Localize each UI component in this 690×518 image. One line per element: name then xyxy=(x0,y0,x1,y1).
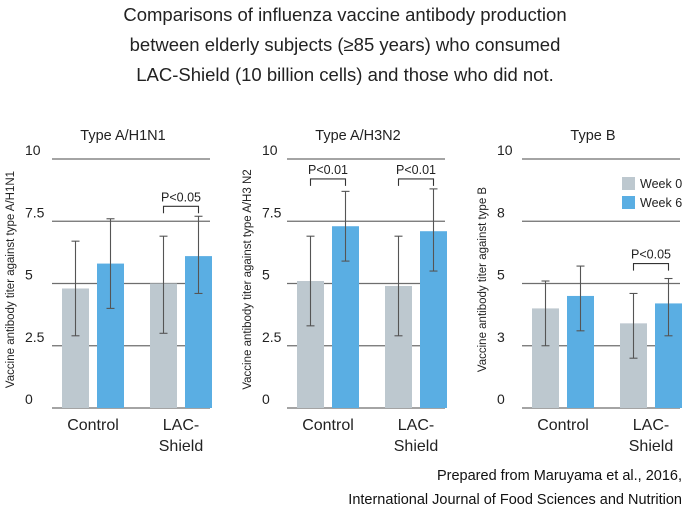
legend-label: Week 6 xyxy=(640,196,682,210)
page-title: Comparisons of influenza vaccine antibod… xyxy=(0,0,690,90)
significance-bracket xyxy=(397,178,435,186)
y-axis-label: Vaccine antibody titer against type A/H3… xyxy=(242,169,254,389)
y-tick-label: 7.5 xyxy=(262,204,282,220)
y-tick-label: 0 xyxy=(25,391,33,407)
chart-panel: Type B Vaccine antibody titer against typ… xyxy=(477,128,682,455)
y-tick-label: 7.5 xyxy=(25,204,45,220)
y-tick-label: 2.5 xyxy=(25,329,45,345)
y-tick-label: 2.5 xyxy=(262,329,282,345)
y-tick-label: 10 xyxy=(497,142,513,158)
title-line: LAC-Shield (10 billion cells) and those … xyxy=(136,64,554,85)
x-tick-label: Shield xyxy=(394,438,438,455)
y-tick-label: 3 xyxy=(497,329,505,345)
legend-swatch xyxy=(622,196,635,209)
legend-swatch xyxy=(622,177,635,190)
title-line: Comparisons of influenza vaccine antibod… xyxy=(123,4,567,25)
y-axis-label: Vaccine antibody titer against type B xyxy=(477,187,489,373)
x-tick-label: LAC- xyxy=(633,417,669,434)
chart-title: Type A/H1N1 xyxy=(80,128,165,144)
significance-label: P<0.05 xyxy=(631,248,671,262)
y-tick-label: 0 xyxy=(262,391,270,407)
chart-title: Type B xyxy=(570,128,615,144)
significance-label: P<0.05 xyxy=(161,190,201,204)
x-tick-label: Shield xyxy=(159,438,203,455)
y-tick-label: 0 xyxy=(497,391,505,407)
significance-label: P<0.01 xyxy=(396,163,436,177)
significance-bracket xyxy=(309,178,347,186)
significance-bracket xyxy=(162,205,200,214)
y-axis-label: Vaccine antibody titer against type A/H1… xyxy=(5,171,17,388)
significance-label: P<0.01 xyxy=(308,163,348,177)
chart-panel: Type A/H1N1 Vaccine antibody titer agains… xyxy=(5,128,212,455)
y-tick-label: 5 xyxy=(497,267,505,283)
x-tick-label: Shield xyxy=(629,438,673,455)
x-tick-label: LAC- xyxy=(398,417,434,434)
source-line: International Journal of Food Sciences a… xyxy=(348,492,682,508)
source-line: Prepared from Maruyama et al., 2016, xyxy=(436,468,682,484)
legend-label: Week 0 xyxy=(640,177,682,191)
y-tick-label: 5 xyxy=(262,267,270,283)
y-tick-label: 5 xyxy=(25,267,33,283)
chart-panel: Type A/H3N2 Vaccine antibody titer agains… xyxy=(242,128,447,455)
title-line: between elderly subjects (≥85 years) who… xyxy=(129,34,561,55)
x-tick-label: Control xyxy=(67,417,119,434)
significance-bracket xyxy=(632,263,670,271)
y-tick-label: 10 xyxy=(25,142,41,158)
y-tick-label: 10 xyxy=(262,142,278,158)
y-tick-label: 8 xyxy=(497,204,505,220)
chart-title: Type A/H3N2 xyxy=(315,128,400,144)
x-tick-label: Control xyxy=(537,417,589,434)
x-tick-label: LAC- xyxy=(163,417,199,434)
source-note: Prepared from Maruyama et al., 2016, Int… xyxy=(348,464,682,512)
x-tick-label: Control xyxy=(302,417,354,434)
